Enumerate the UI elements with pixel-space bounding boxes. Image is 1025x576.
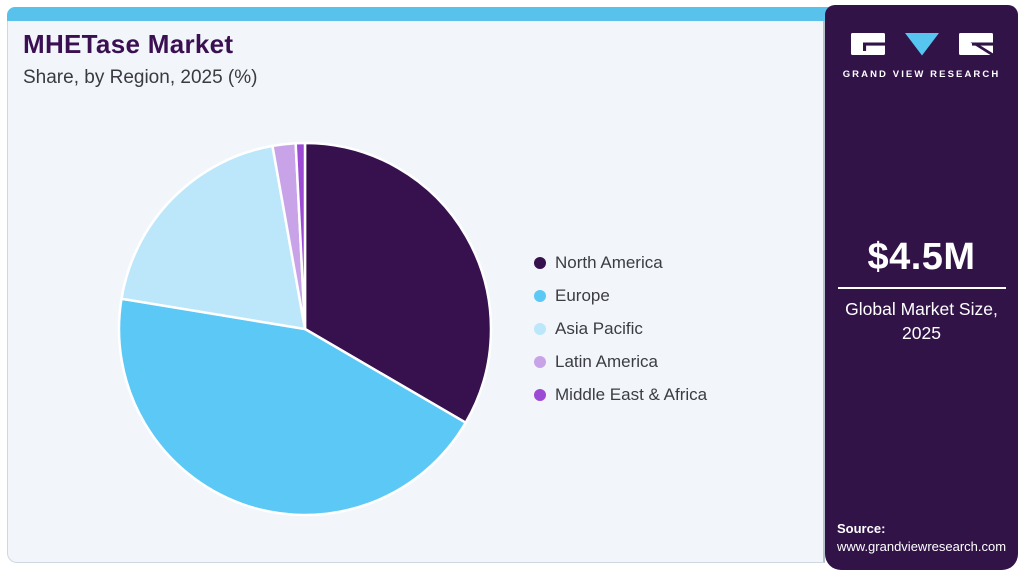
market-size-value: $4.5M (867, 236, 976, 278)
market-size-callout: $4.5M Global Market Size, 2025 (825, 236, 1018, 345)
chart-card: MHETase Market Share, by Region, 2025 (%… (7, 21, 825, 563)
legend-item-latin-america: Latin America (534, 352, 707, 372)
brand-logo: GRAND VIEW RESEARCH (825, 31, 1018, 80)
pie-slice-middle-east-africa (294, 141, 307, 331)
legend-swatch-icon (534, 323, 546, 335)
page-subtitle: Share, by Region, 2025 (%) (23, 67, 258, 88)
legend-item-asia-pacific: Asia Pacific (534, 319, 707, 339)
logo-letter-v (904, 33, 939, 56)
legend-item-north-america: North America (534, 253, 707, 273)
page-title: MHETase Market (23, 29, 234, 59)
gvr-logo-icon (850, 33, 993, 57)
source-label: Source: (837, 520, 886, 536)
divider (837, 286, 1006, 289)
pie-slice-asia-pacific (120, 144, 307, 331)
source-url-link[interactable]: www.grandviewresearch.com (837, 538, 1007, 554)
legend-label: Middle East & Africa (555, 385, 708, 404)
top-accent-bar (7, 7, 1018, 21)
sidebar: GRAND VIEW RESEARCH $4.5M Global Market … (825, 5, 1018, 570)
source-attribution: Source: www.grandviewresearch.com (837, 520, 1006, 556)
pie-slice-europe (117, 297, 467, 517)
legend-label: Asia Pacific (555, 319, 643, 338)
legend-swatch-icon (534, 356, 546, 368)
pie-chart (116, 140, 494, 518)
chart-header: MHETase Market Share, by Region, 2025 (%… (23, 29, 257, 89)
legend-swatch-icon (534, 257, 546, 269)
legend-label: Europe (555, 286, 610, 305)
logo-letter-r (958, 33, 993, 57)
legend-label: Latin America (555, 352, 658, 371)
legend-item-europe: Europe (534, 286, 707, 306)
legend: North America Europe Asia Pacific Latin Ame… (534, 253, 707, 405)
legend-swatch-icon (534, 290, 546, 302)
legend-swatch-icon (534, 389, 546, 401)
pie-chart-svg (117, 141, 493, 517)
market-size-label: Global Market Size, 2025 (845, 298, 998, 343)
pie-slice-north-america (303, 141, 493, 424)
logo-letter-g (850, 33, 885, 55)
legend-item-middle-east-africa: Middle East & Africa (534, 385, 707, 405)
legend-label: North America (555, 253, 663, 272)
brand-name: GRAND VIEW RESEARCH (842, 69, 1001, 80)
